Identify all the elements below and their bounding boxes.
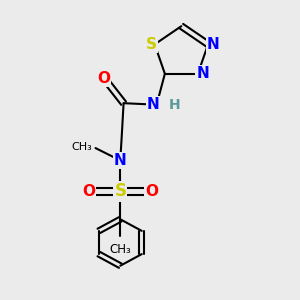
Text: N: N xyxy=(147,97,160,112)
Text: N: N xyxy=(196,66,209,81)
Text: O: O xyxy=(97,71,110,86)
Text: N: N xyxy=(207,37,219,52)
Text: S: S xyxy=(146,37,157,52)
Text: O: O xyxy=(82,184,95,199)
Text: CH₃: CH₃ xyxy=(110,243,131,256)
Text: N: N xyxy=(114,153,127,168)
Text: CH₃: CH₃ xyxy=(71,142,92,152)
Text: H: H xyxy=(169,98,181,112)
Text: O: O xyxy=(145,184,158,199)
Text: S: S xyxy=(114,182,126,200)
